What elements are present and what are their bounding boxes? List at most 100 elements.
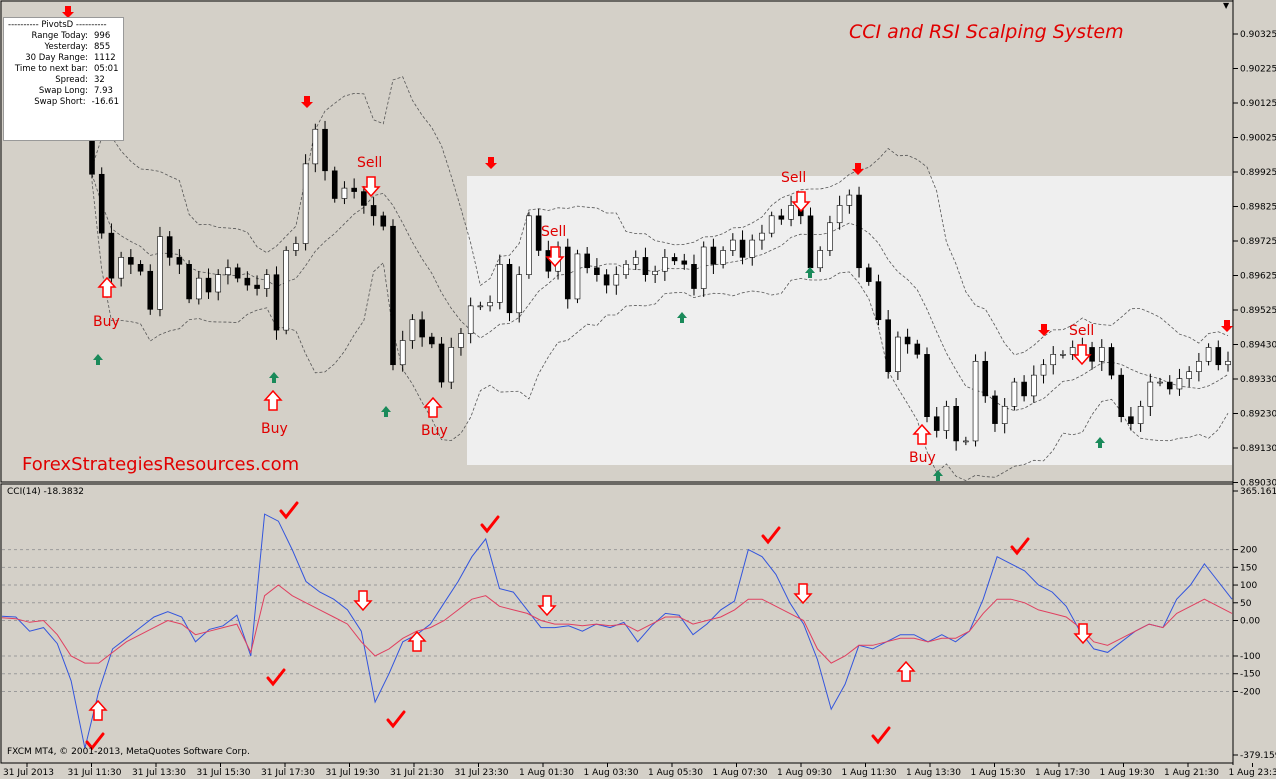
buy-signal-icon [896, 660, 916, 682]
candle-body [361, 191, 367, 206]
candle-body [885, 319, 891, 372]
candle-body [720, 250, 726, 265]
candle-body [1098, 347, 1105, 362]
candle-body [137, 264, 144, 272]
checkmark-icon [266, 668, 286, 687]
buy-signal-icon [263, 389, 283, 411]
candle-body [341, 187, 348, 199]
candle-body [788, 205, 794, 220]
candle-body [380, 215, 387, 227]
candle-body [263, 274, 270, 289]
checkmark-icon [1010, 537, 1030, 556]
candle-body [827, 222, 833, 251]
candle-body [594, 267, 600, 276]
time-tick-label: 1 Aug 15:30 [971, 768, 1026, 778]
candle-body [312, 128, 319, 165]
rsi-line [1, 584, 1233, 664]
candle-body [166, 236, 173, 258]
buy-marker-icon [381, 406, 391, 417]
pivot-label: Spread: [55, 75, 88, 85]
candle-body [118, 257, 124, 279]
cci-pane [0, 483, 1234, 764]
buy-marker-icon [933, 470, 943, 481]
sell-label: Sell [541, 224, 567, 240]
candle-body [1196, 360, 1202, 372]
candle-body [496, 264, 503, 303]
highlight-zone [467, 176, 1232, 465]
candle-body [603, 274, 610, 286]
candle-body [710, 246, 717, 265]
candle-body [856, 194, 862, 269]
buy-marker-icon [677, 312, 687, 323]
pivot-row: Time to next bar: 05:01 [8, 64, 119, 75]
price-tick-label: 0.89525 [1240, 306, 1276, 316]
time-tick-label: 31 Jul 21:30 [390, 768, 444, 778]
cci-tick-label: -100 [1240, 652, 1261, 662]
candle-body [1069, 347, 1076, 355]
pivot-value: 32 [94, 75, 105, 85]
price-tick-label: 0.90025 [1240, 134, 1276, 144]
candle-body [1137, 406, 1144, 424]
candle-body [1157, 381, 1163, 384]
time-tick-label: 31 Jul 15:30 [197, 768, 251, 778]
sell-signal-icon [545, 246, 565, 268]
pivot-row: Swap Short: -16.61 [8, 97, 119, 108]
time-tick-label: 1 Aug 13:30 [906, 768, 961, 778]
candle-body [438, 343, 445, 383]
candle-body [778, 215, 785, 220]
candle-body [128, 257, 134, 265]
candle-body [875, 281, 882, 321]
candle-body [351, 187, 357, 192]
candle-body [943, 406, 950, 431]
candle-body [1225, 360, 1231, 366]
cci-tick-label: -150 [1240, 670, 1261, 680]
candle-body [662, 257, 668, 272]
candle-body [477, 305, 484, 308]
sell-signal-icon [361, 176, 381, 198]
time-tick-label: 1 Aug 05:30 [648, 768, 703, 778]
cci-indicator-title: CCI(14) -18.3832 [7, 487, 85, 497]
candle-body [700, 246, 707, 289]
time-tick-label: 31 Jul 19:30 [326, 768, 380, 778]
candle-body [642, 257, 649, 276]
buy-marker-icon [93, 354, 103, 365]
candle-body [963, 440, 969, 443]
pivot-value: 7.93 [94, 86, 113, 96]
candle-body [409, 319, 416, 341]
candle-body [186, 264, 192, 300]
candle-body [817, 250, 824, 269]
candle-body [671, 257, 678, 262]
candle-body [953, 406, 959, 442]
candle-body [1166, 381, 1173, 390]
time-tick-label: 1 Aug 03:30 [584, 768, 639, 778]
candle-body [1060, 354, 1066, 356]
price-tick-label: 0.89030 [1240, 479, 1276, 489]
candle-body [390, 225, 396, 366]
lower-band [91, 181, 1229, 482]
candle-body [914, 343, 921, 355]
time-tick-label: 31 Jul 11:30 [68, 768, 122, 778]
cci-tick-label: 0.00 [1240, 617, 1260, 627]
candle-body [157, 236, 163, 310]
price-tick-label: 0.89230 [1240, 410, 1276, 420]
time-tick-label: 31 Jul 23:30 [455, 768, 509, 778]
pivot-label: Yesterday: [44, 42, 88, 52]
pivot-value: 05:01 [94, 64, 119, 74]
checkmark-icon [386, 710, 406, 729]
candle-body [176, 257, 183, 265]
candle-body [98, 173, 105, 234]
pivot-row: Yesterday: 855 [8, 42, 119, 53]
cci-tick-label: 365.1618 [1240, 487, 1276, 497]
buy-label: Buy [909, 450, 936, 466]
candle-body [215, 274, 222, 293]
candle-body [458, 333, 464, 348]
candle-body [632, 257, 639, 265]
time-tick-label: 1 Aug 23:30 [1229, 768, 1276, 778]
candle-body [283, 250, 289, 331]
chart-menu-icon[interactable]: ▼ [1223, 1, 1230, 10]
candle-body [768, 215, 775, 234]
signal-arrows [62, 6, 1233, 751]
sell-signal-icon [537, 595, 557, 617]
